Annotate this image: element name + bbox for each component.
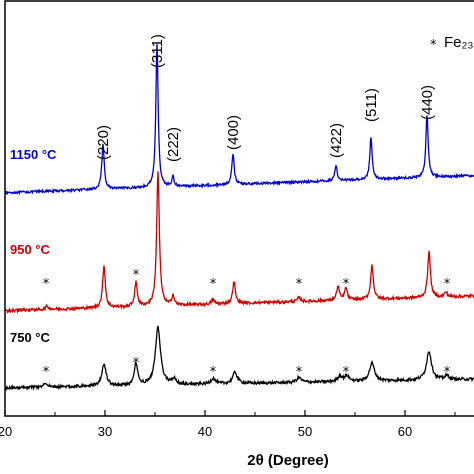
series-traces xyxy=(4,44,474,392)
impurity-marker: * xyxy=(43,277,50,292)
impurity-marker: * xyxy=(43,365,50,380)
impurity-marker: * xyxy=(296,277,303,292)
legend: * Fe₂₃... xyxy=(430,34,474,53)
peak-label: (400) xyxy=(225,115,242,150)
impurity-markers: * * * * * * * * * * * * xyxy=(43,268,451,380)
series-line xyxy=(4,171,474,315)
peak-label: (511) xyxy=(363,88,380,122)
impurity-marker: * xyxy=(296,365,303,380)
impurity-marker: * xyxy=(210,365,217,380)
legend-text: Fe₂₃... xyxy=(444,34,474,51)
impurity-marker: * xyxy=(444,277,451,292)
peak-label: (440) xyxy=(419,85,436,120)
temperature-labels: 1150 °C 950 °C 750 °C xyxy=(10,147,57,345)
peak-label: (220) xyxy=(95,125,112,160)
impurity-marker: * xyxy=(210,277,217,292)
x-tick-label: 60 xyxy=(398,424,412,439)
peak-label: (222) xyxy=(165,127,182,162)
series-line xyxy=(5,44,474,196)
impurity-marker: * xyxy=(133,268,140,283)
peak-label: (311) xyxy=(149,34,166,68)
impurity-marker: * xyxy=(133,356,140,371)
x-tick-label: 30 xyxy=(98,424,112,439)
impurity-marker: * xyxy=(444,365,451,380)
legend-marker: * xyxy=(430,38,437,53)
plot-frame xyxy=(4,0,474,417)
series-label-750: 750 °C xyxy=(10,330,51,345)
x-tick-label: 20 xyxy=(0,424,12,439)
x-axis-title: 2θ (Degree) xyxy=(247,452,328,469)
impurity-marker: * xyxy=(343,365,350,380)
impurity-marker: * xyxy=(343,277,350,292)
series-label-950: 950 °C xyxy=(10,242,51,257)
peak-label: (422) xyxy=(328,123,345,158)
series-label-1150: 1150 °C xyxy=(10,147,57,162)
x-tick-label: 50 xyxy=(298,424,312,439)
x-tick-label: 40 xyxy=(198,424,212,439)
peak-labels: (220) (311) (222) (400) (422) (511) (440) xyxy=(95,34,436,162)
x-axis: 20 30 40 50 60 xyxy=(0,410,456,439)
series-line xyxy=(4,325,474,392)
